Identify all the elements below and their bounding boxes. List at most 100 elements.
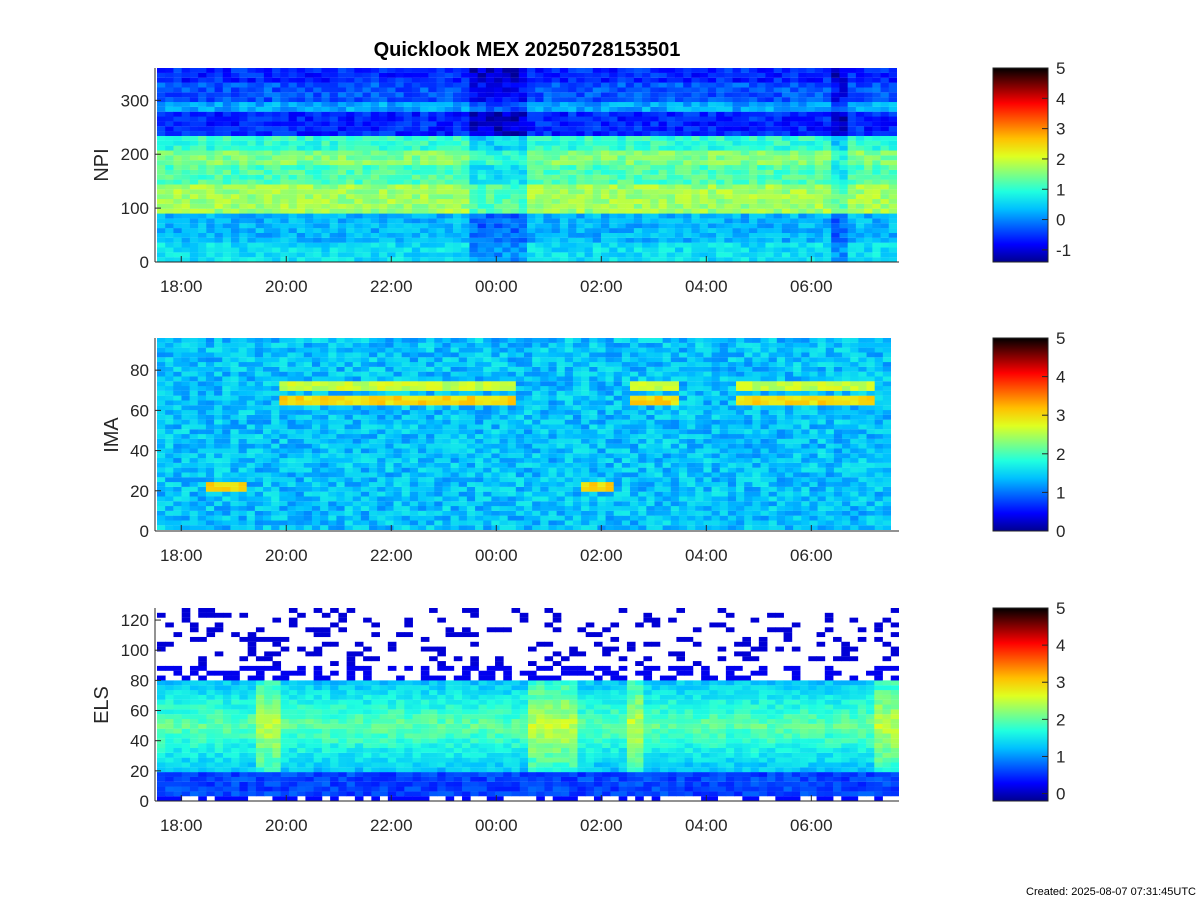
heatmap-cell: [502, 232, 511, 238]
heatmap-cell: [872, 155, 881, 161]
heatmap-cell: [230, 342, 239, 348]
heatmap-cell: [395, 257, 405, 262]
heatmap-cell: [321, 111, 331, 117]
heatmap-cell: [650, 257, 659, 262]
heatmap-cell: [765, 77, 775, 83]
heatmap-cell: [551, 97, 561, 103]
heatmap-cell: [864, 135, 873, 141]
heatmap-cell: [584, 87, 594, 93]
heatmap-cell: [839, 247, 849, 253]
heatmap-cell: [683, 150, 692, 156]
heatmap-cell: [568, 252, 577, 258]
heatmap-cell: [189, 169, 199, 175]
heatmap-cell: [401, 438, 411, 444]
heatmap-cell: [401, 424, 411, 430]
heatmap-cell: [329, 145, 339, 151]
heatmap-cell: [198, 111, 207, 117]
heatmap-cell: [296, 126, 306, 132]
heatmap-cell: [847, 232, 857, 238]
heatmap-cell: [354, 257, 363, 262]
heatmap-cell: [426, 429, 435, 435]
heatmap-cell: [444, 203, 454, 209]
heatmap-cell: [461, 232, 470, 238]
heatmap-cell: [395, 97, 405, 103]
heatmap-cell: [625, 135, 635, 141]
heatmap-cell: [296, 223, 306, 229]
heatmap-cell: [377, 510, 386, 516]
heatmap-cell: [247, 111, 257, 117]
heatmap-cell: [263, 189, 273, 195]
heatmap-cell: [271, 491, 280, 497]
heatmap-cell: [888, 97, 897, 103]
heatmap-cell: [592, 252, 602, 258]
heatmap-cell: [206, 223, 215, 229]
heatmap-cell: [189, 77, 199, 83]
heatmap-cell: [417, 390, 427, 396]
heatmap-cell: [633, 252, 643, 258]
heatmap-cell: [683, 140, 692, 146]
heatmap-cell: [379, 165, 388, 170]
heatmap-cell: [336, 395, 345, 401]
heatmap-cell: [387, 155, 396, 161]
heatmap-cell: [165, 448, 174, 454]
heatmap-cell: [311, 386, 321, 391]
heatmap-cell: [321, 242, 331, 248]
heatmap-cell: [238, 362, 248, 367]
heatmap-cell: [732, 247, 742, 253]
heatmap-cell: [206, 232, 215, 238]
heatmap-cell: [311, 395, 321, 401]
heatmap-cell: [477, 121, 487, 127]
heatmap-cell: [295, 366, 305, 372]
heatmap-cell: [238, 400, 248, 406]
heatmap-cell: [246, 448, 256, 454]
heatmap-cell: [403, 106, 413, 112]
heatmap-cell: [279, 501, 288, 507]
heatmap-cell: [401, 491, 411, 497]
heatmap-cell: [461, 155, 470, 161]
heatmap-cell: [411, 72, 421, 78]
heatmap-cell: [461, 131, 470, 136]
heatmap-cell: [502, 184, 511, 190]
heatmap-cell: [658, 121, 668, 127]
heatmap-cell: [238, 506, 248, 511]
heatmap-cell: [313, 106, 322, 112]
heatmap-cell: [263, 179, 273, 185]
heatmap-cell: [543, 135, 553, 141]
heatmap-cell: [303, 424, 313, 430]
heatmap-cell: [247, 242, 257, 248]
heatmap-cell: [393, 525, 403, 530]
heatmap-cell: [716, 145, 725, 151]
heatmap-cell: [699, 131, 709, 136]
heatmap-cell: [477, 77, 487, 83]
heatmap-cell: [362, 92, 372, 98]
heatmap-cell: [230, 390, 239, 396]
heatmap-cell: [173, 515, 182, 521]
heatmap-cell: [305, 169, 314, 175]
heatmap-cell: [362, 72, 372, 78]
heatmap-cell: [181, 237, 191, 243]
heatmap-cell: [336, 443, 345, 449]
heatmap-cell: [157, 145, 166, 151]
heatmap-cell: [280, 218, 289, 224]
heatmap-cell: [279, 477, 288, 483]
heatmap-cell: [426, 486, 435, 492]
heatmap-cell: [328, 381, 337, 387]
heatmap-cell: [609, 228, 618, 233]
heatmap-cell: [757, 174, 766, 180]
heatmap-cell: [230, 376, 239, 382]
heatmap-cell: [352, 443, 362, 449]
heatmap-cell: [707, 126, 717, 132]
heatmap-cell: [453, 179, 462, 185]
heatmap-cell: [625, 189, 635, 195]
heatmap-cell: [428, 189, 437, 195]
heatmap-cell: [781, 213, 791, 219]
heatmap-cell: [409, 438, 419, 444]
heatmap-cell: [707, 77, 717, 83]
heatmap-cell: [255, 155, 265, 161]
heatmap-cell: [320, 386, 329, 391]
heatmap-cell: [165, 179, 174, 185]
heatmap-cell: [296, 203, 306, 209]
heatmap-cell: [872, 126, 881, 132]
heatmap-cell: [403, 160, 413, 166]
heatmap-cell: [675, 194, 684, 200]
